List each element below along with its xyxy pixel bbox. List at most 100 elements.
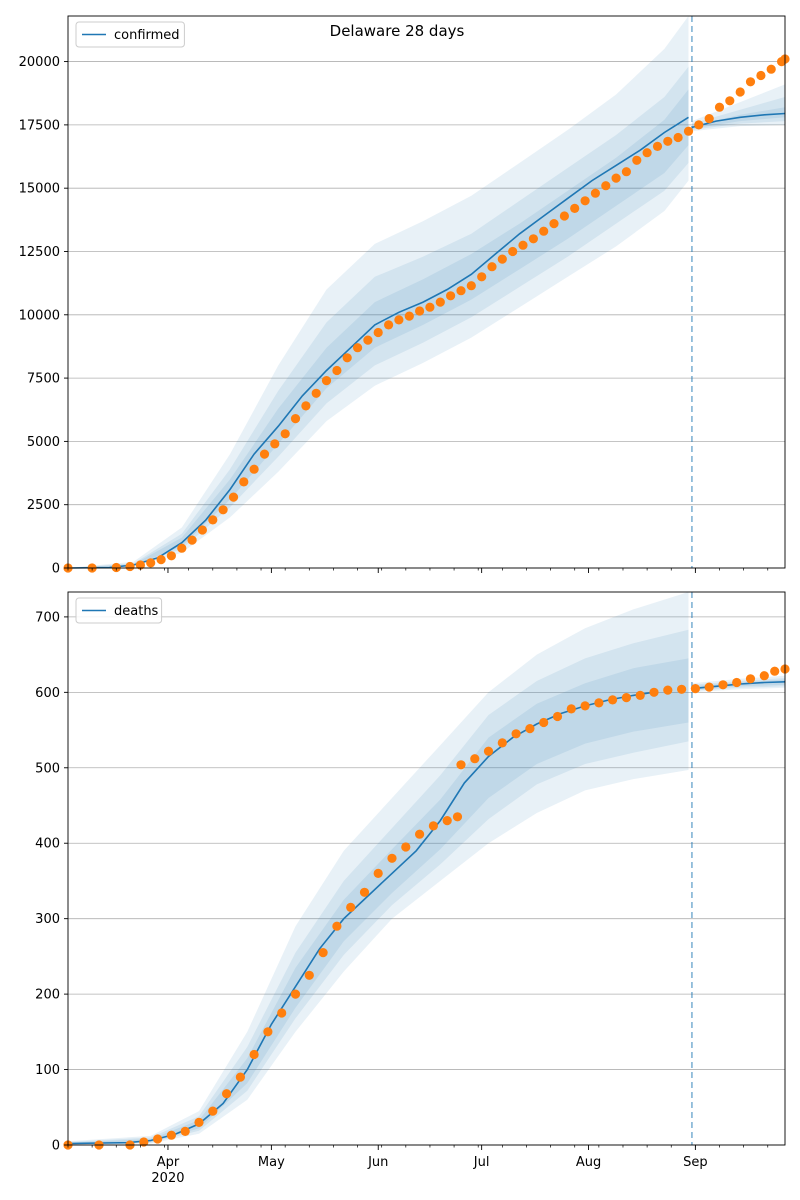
observed-point xyxy=(539,226,549,236)
x-tick-label: Sep xyxy=(683,1155,708,1170)
observed-point xyxy=(497,254,507,264)
observed-point xyxy=(518,240,528,250)
observed-point xyxy=(166,1130,176,1140)
x-tick-label: Aug xyxy=(576,1155,601,1170)
observed-point xyxy=(608,695,618,705)
observed-point xyxy=(208,1106,218,1116)
observed-point xyxy=(714,102,725,112)
legend: confirmed xyxy=(75,21,185,48)
y-tick-label: 7500 xyxy=(27,372,60,387)
observed-point xyxy=(745,77,756,87)
observed-point xyxy=(690,684,701,694)
observed-point xyxy=(466,281,476,291)
legend-label: deaths xyxy=(114,604,159,619)
observed-point xyxy=(756,70,766,81)
y-tick-label: 12500 xyxy=(19,245,60,260)
plot-frame xyxy=(67,591,786,1146)
observed-point xyxy=(387,853,397,863)
observed-point xyxy=(415,306,425,316)
y-tick-label: 10000 xyxy=(19,308,60,323)
y-tick-label: 700 xyxy=(35,610,60,625)
observed-point xyxy=(373,327,383,338)
observed-point xyxy=(745,674,756,684)
x-tick-label: Apr xyxy=(157,1155,180,1170)
observed-point xyxy=(470,754,480,764)
observed-point xyxy=(277,1008,287,1018)
model-fit-line xyxy=(67,116,689,569)
model-fit-line xyxy=(67,690,658,1145)
observed-point xyxy=(156,555,166,565)
observed-point xyxy=(373,868,383,879)
observed-point xyxy=(580,196,590,206)
observed-point xyxy=(511,729,521,739)
observed-point xyxy=(153,1134,163,1144)
observed-point xyxy=(621,167,632,177)
legend-box xyxy=(75,21,185,48)
observed-point xyxy=(725,96,735,106)
observed-point xyxy=(663,136,673,146)
observed-point xyxy=(559,211,570,221)
observed-point xyxy=(401,842,411,852)
observed-point xyxy=(483,746,494,756)
uncertainty-band-middle xyxy=(68,66,689,568)
observed-point xyxy=(477,272,487,282)
uncertainty-band-outer xyxy=(68,16,689,568)
observed-point xyxy=(508,246,518,257)
observed-point xyxy=(497,738,507,748)
x-tick-label: Jun xyxy=(367,1155,388,1170)
uncertainty-band-outer xyxy=(691,84,785,132)
observed-point xyxy=(304,970,314,980)
observed-point xyxy=(208,515,218,525)
observed-point xyxy=(704,682,714,692)
y-tick-label: 17500 xyxy=(19,118,60,133)
observed-point xyxy=(301,401,311,411)
observed-point xyxy=(446,291,456,301)
observed-point xyxy=(290,414,301,424)
observed-point xyxy=(621,693,632,703)
observed-point xyxy=(435,297,445,307)
x-tick-label: 2020 xyxy=(151,1171,184,1186)
observed-point xyxy=(218,505,228,515)
y-tick-label: 15000 xyxy=(19,182,60,197)
y-tick-label: 5000 xyxy=(27,435,60,450)
observed-point xyxy=(359,887,370,897)
observed-point xyxy=(759,671,769,681)
observed-point xyxy=(235,1072,245,1082)
observed-point xyxy=(718,680,728,690)
observed-point xyxy=(187,535,197,545)
observed-point xyxy=(663,685,673,695)
observed-point xyxy=(677,684,687,694)
observed-point xyxy=(111,562,121,573)
observed-point xyxy=(649,687,659,697)
y-tick-label: 100 xyxy=(35,1063,60,1078)
observed-point xyxy=(332,365,342,376)
observed-point xyxy=(342,353,352,363)
observed-point xyxy=(270,439,280,449)
y-tick-label: 0 xyxy=(52,1139,60,1154)
observed-point xyxy=(635,690,645,701)
observed-point xyxy=(194,1117,204,1127)
observed-point xyxy=(146,558,156,568)
observed-point xyxy=(704,114,714,124)
observed-point xyxy=(683,126,694,136)
observed-point xyxy=(166,551,176,561)
observed-point xyxy=(321,376,332,386)
observed-point xyxy=(570,203,580,213)
y-tick-label: 600 xyxy=(35,686,60,701)
observed-point xyxy=(135,560,145,570)
observed-point xyxy=(456,286,466,296)
observed-point xyxy=(528,234,539,244)
observed-point xyxy=(425,302,435,312)
observed-point xyxy=(384,320,394,330)
observed-point xyxy=(673,132,683,143)
observed-point xyxy=(290,989,301,999)
observed-point xyxy=(456,760,466,770)
observed-point xyxy=(601,181,611,191)
y-tick-label: 2500 xyxy=(27,498,60,513)
observed-point xyxy=(632,155,642,165)
observed-point xyxy=(177,543,187,553)
x-tick-label: May xyxy=(258,1155,285,1170)
y-tick-label: 300 xyxy=(35,912,60,927)
